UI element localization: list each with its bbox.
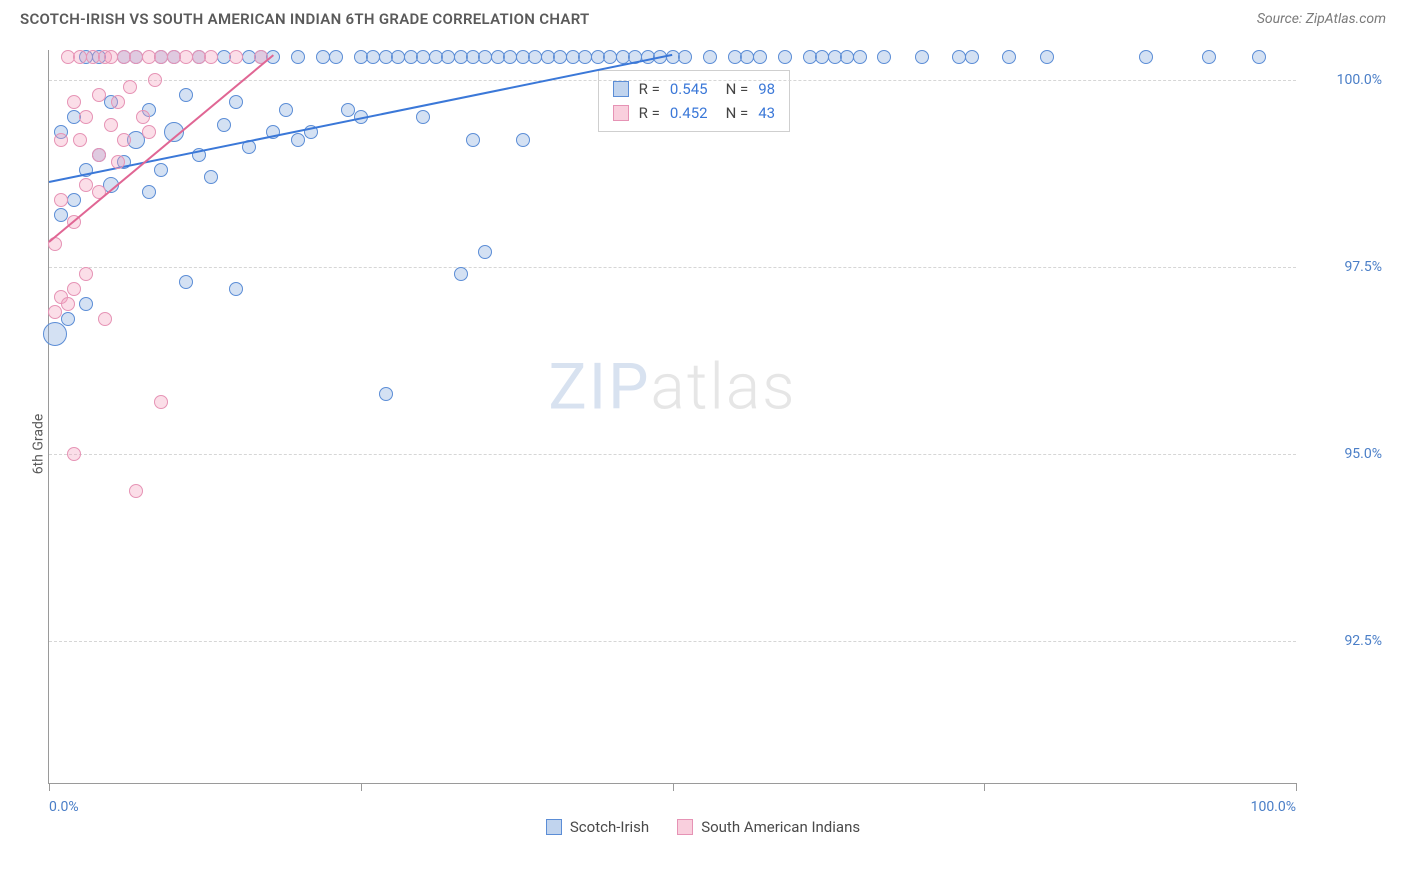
y-axis-label: 6th Grade xyxy=(30,414,46,475)
data-point xyxy=(229,95,243,109)
swatch-blue-icon xyxy=(613,81,629,97)
n-value: 43 xyxy=(758,101,775,125)
data-point xyxy=(79,110,93,124)
y-tick-label: 92.5% xyxy=(1344,633,1382,649)
x-tick-label: 100.0% xyxy=(1251,799,1296,815)
watermark-zip: ZIP xyxy=(548,350,650,425)
data-point xyxy=(416,110,430,124)
x-tick xyxy=(49,783,50,791)
data-point xyxy=(61,297,75,311)
data-point xyxy=(92,148,106,162)
x-tick xyxy=(673,783,674,791)
data-point xyxy=(291,50,305,64)
data-point xyxy=(79,267,93,281)
data-point xyxy=(516,133,530,147)
watermark-atlas: atlas xyxy=(651,350,797,425)
data-point xyxy=(67,447,81,461)
data-point xyxy=(1002,50,1016,64)
data-point xyxy=(136,110,150,124)
y-tick-label: 100.0% xyxy=(1337,72,1382,88)
data-point xyxy=(279,103,293,117)
y-tick-label: 97.5% xyxy=(1344,259,1382,275)
data-point xyxy=(678,50,692,64)
chart-source: Source: ZipAtlas.com xyxy=(1257,11,1386,27)
r-value: 0.452 xyxy=(670,101,708,125)
data-point xyxy=(154,163,168,177)
gridline xyxy=(49,641,1296,642)
chart-title: SCOTCH-IRISH VS SOUTH AMERICAN INDIAN 6T… xyxy=(20,10,590,28)
data-point xyxy=(67,95,81,109)
x-tick-label: 0.0% xyxy=(49,799,79,815)
data-point xyxy=(1252,50,1266,64)
x-tick xyxy=(1296,783,1297,791)
data-point xyxy=(291,133,305,147)
chart-container: 6th Grade ZIPatlas R = 0.545 N = 98 R = … xyxy=(0,34,1406,854)
data-point xyxy=(1139,50,1153,64)
data-point xyxy=(229,282,243,296)
data-point xyxy=(853,50,867,64)
data-point xyxy=(98,312,112,326)
data-point xyxy=(703,50,717,64)
data-point xyxy=(104,118,118,132)
series-legend: Scotch-Irish South American Indians xyxy=(0,818,1406,836)
swatch-pink-icon xyxy=(613,105,629,121)
gridline xyxy=(49,267,1296,268)
x-tick xyxy=(984,783,985,791)
data-point xyxy=(329,50,343,64)
data-point xyxy=(466,133,480,147)
data-point xyxy=(229,50,243,64)
data-point xyxy=(111,95,125,109)
data-point xyxy=(54,193,68,207)
data-point xyxy=(67,193,81,207)
data-point xyxy=(154,395,168,409)
plot-area: ZIPatlas R = 0.545 N = 98 R = 0.452 N = … xyxy=(48,50,1296,784)
data-point xyxy=(454,267,468,281)
data-point xyxy=(379,387,393,401)
data-point xyxy=(753,50,767,64)
data-point xyxy=(204,170,218,184)
legend-item-south-american: South American Indians xyxy=(677,818,860,836)
data-point xyxy=(915,50,929,64)
data-point xyxy=(67,282,81,296)
data-point xyxy=(92,88,106,102)
watermark: ZIPatlas xyxy=(548,350,796,425)
data-point xyxy=(179,275,193,289)
chart-header: SCOTCH-IRISH VS SOUTH AMERICAN INDIAN 6T… xyxy=(0,0,1406,34)
data-point xyxy=(142,185,156,199)
data-point xyxy=(79,297,93,311)
data-point xyxy=(204,50,218,64)
legend-item-scotch-irish: Scotch-Irish xyxy=(546,818,649,836)
n-label: N = xyxy=(726,101,749,125)
data-point xyxy=(142,125,156,139)
y-tick-label: 95.0% xyxy=(1344,446,1382,462)
data-point xyxy=(1202,50,1216,64)
data-point xyxy=(117,133,131,147)
data-point xyxy=(129,484,143,498)
data-point xyxy=(61,312,75,326)
data-point xyxy=(43,322,67,346)
data-point xyxy=(965,50,979,64)
data-point xyxy=(217,118,231,132)
data-point xyxy=(123,80,137,94)
data-point xyxy=(778,50,792,64)
x-tick xyxy=(361,783,362,791)
data-point xyxy=(48,305,62,319)
legend-label: Scotch-Irish xyxy=(570,818,649,836)
data-point xyxy=(179,88,193,102)
swatch-pink-icon xyxy=(677,819,693,835)
gridline xyxy=(49,454,1296,455)
data-point xyxy=(73,133,87,147)
data-point xyxy=(877,50,891,64)
data-point xyxy=(111,155,125,169)
gridline xyxy=(49,80,1296,81)
data-point xyxy=(478,245,492,259)
legend-label: South American Indians xyxy=(701,818,860,836)
stats-legend-row-2: R = 0.452 N = 43 xyxy=(613,101,775,125)
r-label: R = xyxy=(639,101,660,125)
data-point xyxy=(1040,50,1054,64)
data-point xyxy=(54,133,68,147)
data-point xyxy=(148,73,162,87)
swatch-blue-icon xyxy=(546,819,562,835)
